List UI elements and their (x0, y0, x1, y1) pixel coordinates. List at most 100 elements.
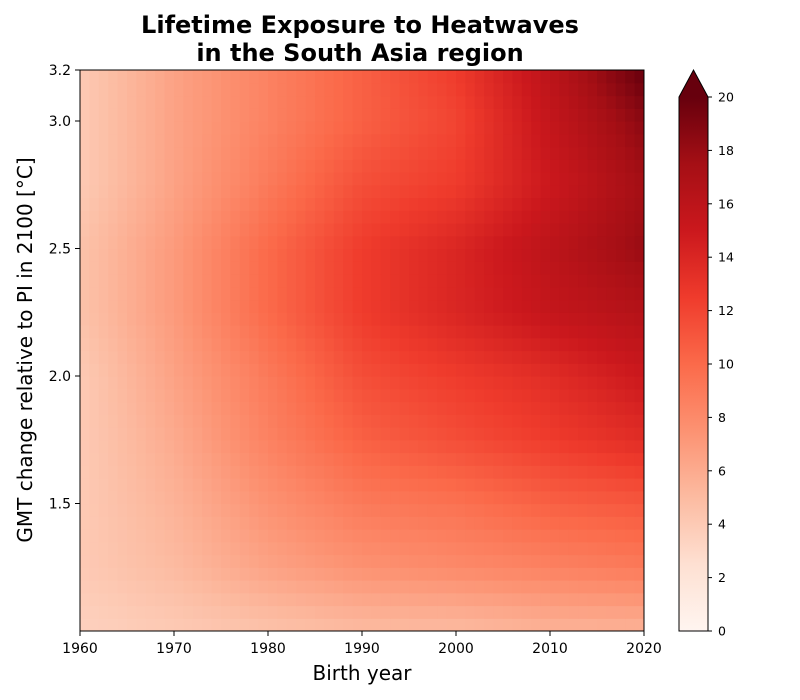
heatmap-cell (521, 350, 532, 364)
heatmap-cell (80, 554, 90, 568)
heatmap-cell (615, 490, 626, 505)
heatmap-cell (474, 618, 485, 631)
heatmap-cell (89, 388, 100, 403)
heatmap-cell (127, 592, 137, 607)
heatmap-cell (568, 337, 579, 352)
heatmap-cell (371, 363, 382, 377)
heatmap-cell (136, 529, 147, 543)
heatmap-cell (286, 95, 297, 109)
heatmap-cell (343, 235, 354, 250)
heatmap-cell (277, 567, 288, 581)
heatmap-cell (568, 592, 579, 607)
heatmap-cell (465, 529, 476, 543)
heatmap-cell (183, 108, 194, 122)
heatmap-cell (456, 146, 466, 160)
heatmap-cell (324, 325, 335, 339)
heatmap-cell (484, 95, 495, 109)
heatmap-cell (89, 363, 100, 377)
heatmap-cell (418, 554, 429, 568)
heatmap-cell (606, 133, 617, 148)
heatmap-cell (634, 133, 644, 148)
heatmap-cell (89, 197, 100, 211)
heatmap-cell (127, 337, 137, 352)
heatmap-cell (296, 299, 307, 313)
heatmap-cell (108, 70, 119, 84)
heatmap-cell (296, 541, 307, 556)
heatmap-cell (371, 133, 382, 148)
heatmap-cell (578, 516, 589, 530)
heatmap-cell (437, 248, 448, 262)
heatmap-cell (390, 184, 401, 199)
heatmap-cell (559, 286, 570, 301)
heatmap-cell (174, 325, 184, 339)
heatmap-cell (315, 337, 325, 352)
heatmap-cell (409, 95, 419, 109)
heatmap-cell (343, 197, 354, 211)
heatmap-cell (484, 465, 495, 479)
heatmap-cell (117, 146, 128, 160)
heatmap-cell (315, 490, 325, 505)
heatmap-cell (324, 261, 335, 275)
heatmap-cell (277, 490, 288, 505)
heatmap-cell (484, 312, 495, 326)
heatmap-cell (362, 95, 372, 109)
heatmap-cell (493, 350, 504, 364)
heatmap-cell (465, 490, 476, 505)
heatmap-cell (531, 108, 542, 122)
heatmap-cell (512, 376, 523, 390)
heatmap-cell (550, 529, 560, 543)
heatmap-cell (230, 184, 241, 199)
heatmap-cell (183, 618, 194, 631)
heatmap-cell (164, 133, 175, 148)
heatmap-cell (108, 541, 119, 556)
heatmap-cell (427, 248, 438, 262)
heatmap-cell (427, 376, 438, 390)
heatmap-cell (352, 363, 363, 377)
heatmap-cell (249, 592, 260, 607)
heatmap-cell (239, 121, 250, 135)
heatmap-cell (362, 146, 372, 160)
heatmap-cell (202, 401, 213, 415)
heatmap-cell (164, 146, 175, 160)
heatmap-cell (145, 121, 156, 135)
heatmap-cell (127, 529, 137, 543)
y-axis: 1.52.02.53.03.2 (49, 63, 80, 513)
heatmap-cell (371, 172, 382, 186)
heatmap-cell (80, 274, 90, 288)
heatmap-cell (89, 503, 100, 517)
heatmap-cell (117, 248, 128, 262)
heatmap-cell (136, 248, 147, 262)
heatmap-cell (258, 184, 269, 199)
heatmap-cell (418, 414, 429, 428)
heatmap-cell (239, 95, 250, 109)
heatmap-cell (117, 70, 128, 84)
heatmap-cell (183, 452, 194, 466)
heatmap-cell (399, 592, 410, 607)
heatmap-cell (512, 197, 523, 211)
heatmap-cell (145, 452, 156, 466)
heatmap-cell (127, 146, 137, 160)
heatmap-cell (286, 184, 297, 199)
heatmap-cell (192, 541, 203, 556)
heatmap-cell (493, 133, 504, 148)
heatmap-cell (597, 337, 607, 352)
heatmap-cell (127, 516, 137, 530)
heatmap-cell (456, 248, 466, 262)
heatmap-cell (634, 312, 644, 326)
heatmap-cell (418, 592, 429, 607)
heatmap-cell (503, 503, 513, 517)
heatmap-cell (493, 490, 504, 505)
heatmap-cell (183, 146, 194, 160)
heatmap-cell (615, 592, 626, 607)
heatmap-cell (221, 516, 231, 530)
heatmap-cell (606, 554, 617, 568)
heatmap-cell (606, 235, 617, 250)
heatmap-cell (268, 337, 278, 352)
heatmap-cell (249, 414, 260, 428)
heatmap-cell (634, 70, 644, 84)
heatmap-cell (512, 146, 523, 160)
heatmap-cell (540, 274, 551, 288)
heatmap-cell (324, 159, 335, 173)
heatmap-cell (474, 172, 485, 186)
heatmap-cell (230, 274, 241, 288)
